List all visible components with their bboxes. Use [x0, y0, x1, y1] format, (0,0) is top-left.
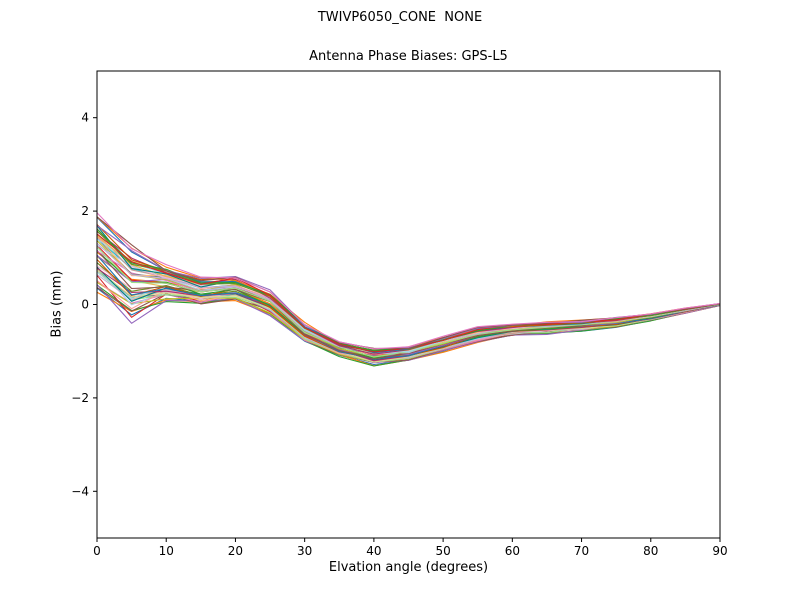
y-tick-label: 0 — [81, 298, 89, 312]
chart-subtitle: Antenna Phase Biases: GPS-L5 — [309, 49, 508, 64]
y-tick-label: −2 — [71, 391, 89, 405]
x-tick-label: 10 — [159, 544, 174, 558]
plot-background — [97, 71, 720, 538]
figure-title: TWIVP6050_CONE NONE — [317, 10, 483, 25]
x-tick-label: 50 — [435, 544, 450, 558]
x-tick-label: 20 — [228, 544, 243, 558]
x-tick-label: 40 — [366, 544, 381, 558]
y-tick-label: −4 — [71, 484, 89, 498]
x-tick-label: 80 — [643, 544, 658, 558]
bias-curve — [97, 286, 720, 363]
x-tick-label: 30 — [297, 544, 312, 558]
x-tick-label: 60 — [505, 544, 520, 558]
y-tick-label: 4 — [81, 111, 89, 125]
x-tick-label: 90 — [712, 544, 727, 558]
x-tick-label: 0 — [93, 544, 101, 558]
x-axis-label: Elvation angle (degrees) — [328, 560, 489, 575]
x-tick-label: 70 — [574, 544, 589, 558]
y-axis-label: Bias (mm) — [49, 270, 65, 338]
y-tick-label: 2 — [81, 204, 89, 218]
bias-curve — [97, 212, 720, 350]
bias-curve — [97, 268, 720, 363]
